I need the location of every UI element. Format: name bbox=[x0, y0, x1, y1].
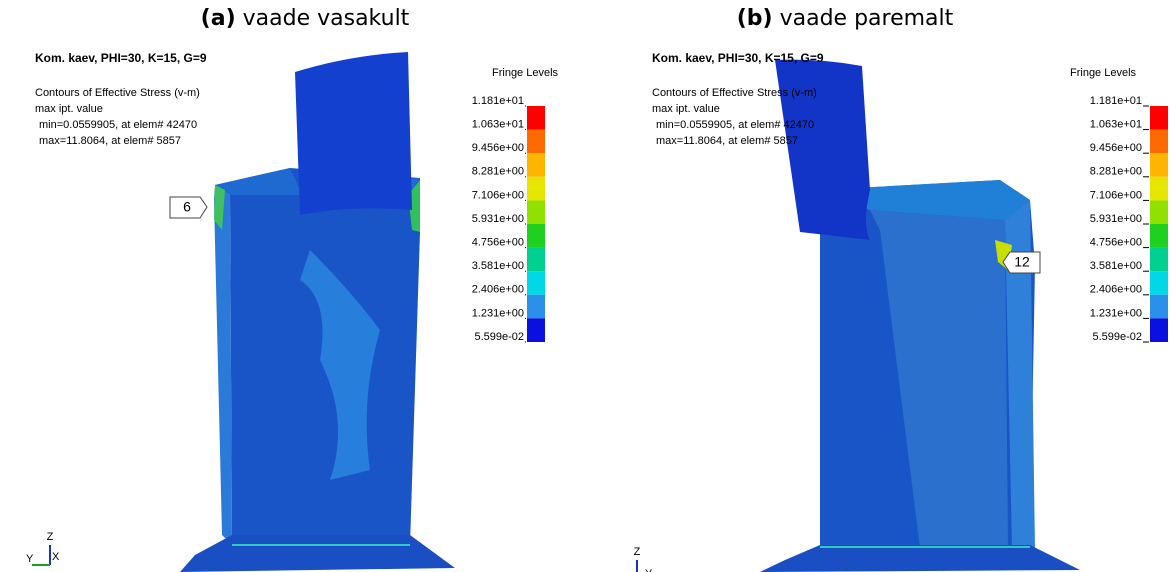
info-line: min=0.0559905, at elem# 42470 bbox=[39, 119, 197, 131]
plot-title: Kom. kaev, PHI=30, K=15, G=9 bbox=[652, 51, 824, 65]
fringe-band bbox=[1150, 200, 1168, 224]
fringe-band bbox=[1150, 224, 1168, 248]
plot-title: Kom. kaev, PHI=30, K=15, G=9 bbox=[35, 51, 207, 65]
level-label: 1.231e+00 bbox=[472, 307, 524, 319]
caption-text: vaade vasakult bbox=[243, 6, 410, 31]
model-b bbox=[760, 60, 1080, 572]
fringe-band bbox=[527, 130, 545, 154]
level-label: 3.581e+00 bbox=[1090, 260, 1142, 272]
level-label: 5.599e-02 bbox=[474, 331, 524, 343]
info-line: max=11.8064, at elem# 5857 bbox=[656, 135, 798, 147]
level-label: 5.931e+00 bbox=[472, 213, 524, 225]
fringe-band bbox=[1150, 130, 1168, 154]
fringe-band bbox=[527, 106, 545, 130]
fringe-band bbox=[1150, 177, 1168, 201]
legend-title: Fringe Levels bbox=[1070, 67, 1137, 79]
fringe-band bbox=[527, 295, 545, 319]
level-label: 4.756e+00 bbox=[472, 237, 524, 249]
level-label: 3.581e+00 bbox=[472, 260, 524, 272]
level-label: 5.931e+00 bbox=[1090, 213, 1142, 225]
fringe-band bbox=[1150, 248, 1168, 272]
info-line: max=11.8064, at elem# 5857 bbox=[39, 135, 181, 147]
level-label: 2.406e+00 bbox=[472, 284, 524, 296]
caption-letter: (b) bbox=[737, 6, 773, 31]
fringe-band bbox=[1150, 295, 1168, 319]
axis-label: Y bbox=[645, 568, 653, 572]
panel-caption: (b) vaade paremalt bbox=[737, 6, 954, 31]
caption-text: vaade paremalt bbox=[780, 6, 954, 31]
fringe-band bbox=[1150, 153, 1168, 177]
axis-label: X bbox=[52, 551, 60, 563]
axis-label: Z bbox=[634, 546, 641, 558]
fringe-band bbox=[527, 200, 545, 224]
level-label: 9.456e+00 bbox=[1090, 142, 1142, 154]
info-line: max ipt. value bbox=[652, 103, 720, 115]
info-line: max ipt. value bbox=[35, 103, 103, 115]
fringe-band bbox=[527, 153, 545, 177]
marker-label: 6 bbox=[183, 199, 191, 215]
level-label: 8.281e+00 bbox=[472, 166, 524, 178]
figure: (a) vaade vasakult Kom. kaev, PHI=30, K=15… bbox=[0, 0, 1170, 572]
marker-label: 12 bbox=[1014, 254, 1030, 270]
fringe-band bbox=[527, 318, 545, 342]
level-label: 4.756e+00 bbox=[1090, 237, 1142, 249]
fringe-band bbox=[527, 224, 545, 248]
level-label: 7.106e+00 bbox=[1090, 189, 1142, 201]
level-label: 8.281e+00 bbox=[1090, 166, 1142, 178]
level-label: 2.406e+00 bbox=[1090, 284, 1142, 296]
fringe-band bbox=[1150, 271, 1168, 295]
level-label: 1.231e+00 bbox=[1090, 307, 1142, 319]
fringe-band bbox=[527, 177, 545, 201]
level-label: 1.063e+01 bbox=[472, 119, 524, 131]
level-label: 9.456e+00 bbox=[472, 142, 524, 154]
level-label: 7.106e+00 bbox=[472, 189, 524, 201]
info-line: Contours of Effective Stress (v-m) bbox=[35, 87, 200, 99]
axis-label: Y bbox=[26, 553, 34, 565]
caption-letter: (a) bbox=[201, 6, 236, 31]
level-label: 1.181e+01 bbox=[1090, 95, 1142, 107]
fringe-band bbox=[527, 248, 545, 272]
level-label: 5.599e-02 bbox=[1092, 331, 1142, 343]
legend-title: Fringe Levels bbox=[492, 67, 559, 79]
fringe-band bbox=[527, 271, 545, 295]
level-label: 1.181e+01 bbox=[472, 95, 524, 107]
level-label: 1.063e+01 bbox=[1090, 119, 1142, 131]
panel-caption: (a) vaade vasakult bbox=[201, 6, 410, 31]
info-line: min=0.0559905, at elem# 42470 bbox=[656, 119, 814, 131]
model-a bbox=[180, 52, 455, 572]
info-line: Contours of Effective Stress (v-m) bbox=[652, 87, 817, 99]
fringe-band bbox=[1150, 318, 1168, 342]
axis-label: Z bbox=[47, 531, 54, 543]
fringe-band bbox=[1150, 106, 1168, 130]
